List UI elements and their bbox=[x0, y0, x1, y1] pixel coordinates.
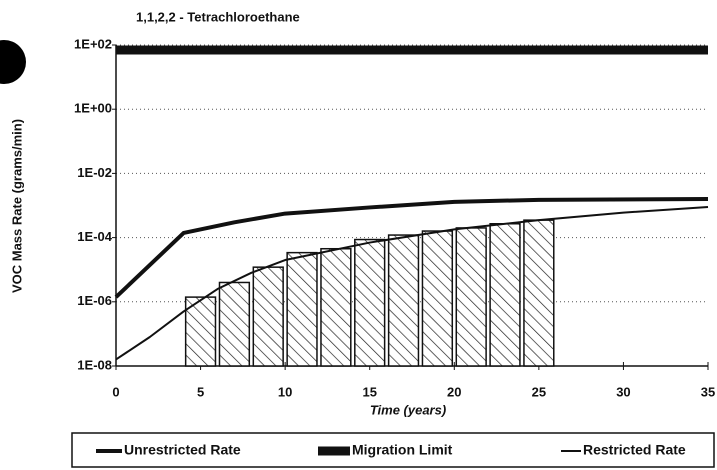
x-tick-label: 30 bbox=[616, 384, 630, 399]
legend-label: Restricted Rate bbox=[583, 442, 686, 458]
chart-title: 1,1,2,2 - Tetrachloroethane bbox=[136, 9, 300, 24]
line-series bbox=[115, 205, 709, 361]
legend-label: Unrestricted Rate bbox=[124, 442, 241, 458]
bar bbox=[184, 296, 217, 367]
bar bbox=[252, 266, 284, 367]
y-tick-label: 1E-04 bbox=[77, 229, 112, 244]
line-series bbox=[114, 196, 709, 299]
x-tick-label: 5 bbox=[197, 384, 204, 399]
y-axis-label: VOC Mass Rate (grams/min) bbox=[9, 119, 24, 293]
bar bbox=[320, 247, 352, 367]
y-tick-label: 1E-02 bbox=[77, 165, 112, 180]
x-axis-label: Time (years) bbox=[370, 402, 446, 417]
bar bbox=[455, 227, 487, 367]
x-tick-label: 25 bbox=[532, 384, 546, 399]
bar bbox=[387, 234, 420, 367]
bar bbox=[286, 251, 318, 367]
bar bbox=[421, 230, 454, 367]
y-tick-label: 1E+00 bbox=[74, 101, 112, 116]
legend-label: Migration Limit bbox=[352, 442, 453, 458]
x-tick-label: 15 bbox=[362, 384, 376, 399]
y-tick-label: 1E+02 bbox=[74, 36, 112, 51]
x-tick-label: 20 bbox=[447, 384, 461, 399]
y-tick-label: 1E-08 bbox=[77, 357, 112, 372]
x-tick-label: 0 bbox=[112, 384, 119, 399]
legend bbox=[71, 432, 715, 468]
x-tick-label: 10 bbox=[278, 384, 292, 399]
bar bbox=[523, 219, 555, 367]
bar bbox=[218, 281, 251, 367]
bar bbox=[489, 223, 521, 367]
decoration bbox=[0, 40, 26, 84]
x-tick-label: 35 bbox=[701, 384, 715, 399]
y-tick-label: 1E-06 bbox=[77, 293, 112, 308]
bar bbox=[354, 238, 386, 367]
